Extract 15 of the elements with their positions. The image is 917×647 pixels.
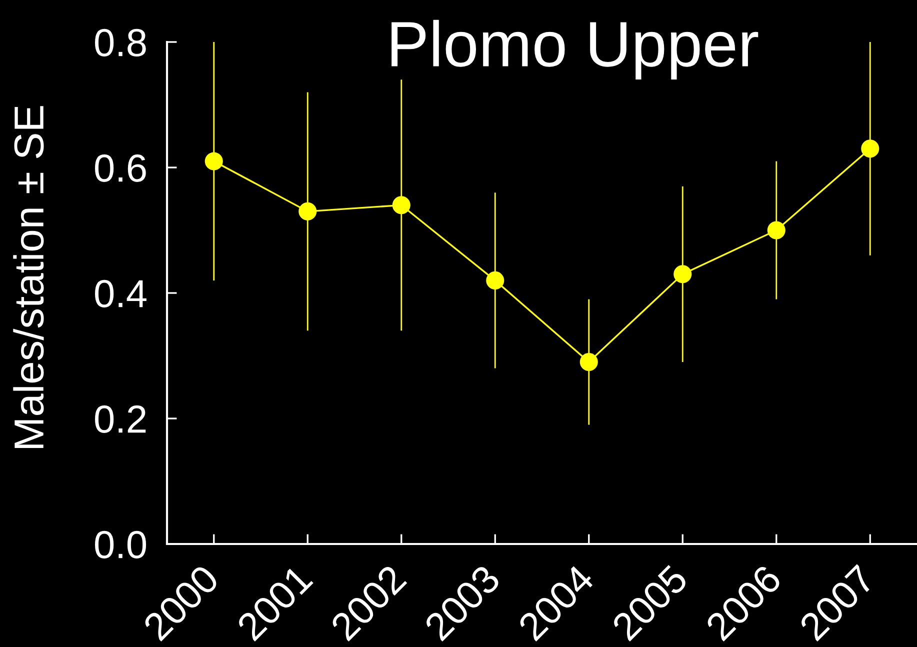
- y-axis-title: Males/station ± SE: [13, 106, 44, 448]
- point: [767, 221, 786, 240]
- point: [204, 152, 223, 170]
- y-tick-label: 0.6: [95, 154, 146, 182]
- point: [486, 271, 504, 290]
- y-tick-label: 0.8: [95, 28, 146, 56]
- point: [674, 265, 692, 284]
- y-tick-label: 0.2: [95, 405, 146, 433]
- y-tick-label: 0.0: [95, 530, 146, 558]
- point: [298, 202, 317, 220]
- y-tick-label: 0.4: [95, 280, 146, 308]
- point: [861, 140, 880, 158]
- point: [392, 196, 410, 214]
- chart-title: Plomo Upper: [392, 20, 758, 80]
- point: [580, 352, 598, 372]
